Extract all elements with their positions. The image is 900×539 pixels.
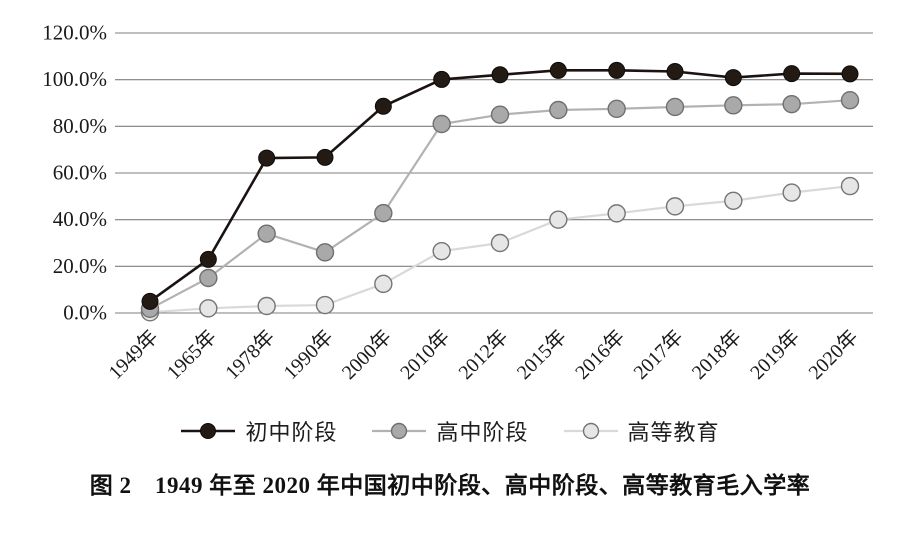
legend-dot-0	[200, 423, 217, 439]
legend-marker-0	[181, 423, 236, 439]
data-point-s1-6	[490, 105, 510, 124]
data-point-s1-2	[257, 224, 276, 243]
y-tick-label: 120.0%	[42, 20, 107, 44]
data-point-s2-7	[549, 210, 568, 229]
data-point-s2-12	[840, 176, 860, 196]
data-point-s1-5	[432, 114, 451, 134]
data-point-s0-7	[549, 61, 567, 79]
data-point-s0-9	[666, 63, 684, 80]
figure-caption: 图 2 1949 年至 2020 年中国初中阶段、高中阶段、高等教育毛入学率	[89, 473, 811, 498]
legend-marker-1	[372, 422, 427, 440]
x-tick-label: 2018年	[687, 325, 746, 384]
data-point-s0-11	[783, 65, 801, 83]
legend-dot-1	[391, 422, 408, 440]
chart-legend: 初中阶段 高中阶段 高等教育	[0, 414, 900, 448]
x-tick-label: 2020年	[804, 325, 863, 384]
x-tick-label: 1978年	[221, 325, 280, 384]
x-tick-label: 2019年	[746, 325, 805, 384]
x-tick-label: 2015年	[512, 325, 571, 384]
data-point-s1-7	[549, 100, 568, 120]
data-point-s0-4	[374, 97, 392, 115]
legend-label-0: 初中阶段	[245, 420, 338, 445]
x-tick-label: 2000年	[337, 325, 396, 384]
data-point-s2-10	[724, 191, 743, 210]
data-point-s1-10	[724, 96, 743, 115]
data-point-s0-0	[141, 292, 159, 310]
y-tick-label: 60.0%	[53, 160, 107, 184]
data-point-s1-3	[315, 243, 335, 262]
legend-label-1: 高中阶段	[436, 420, 529, 445]
legend-dot-2	[582, 422, 599, 440]
x-tick-label: 1990年	[279, 325, 338, 384]
data-point-s1-11	[782, 94, 801, 114]
y-tick-label: 40.0%	[53, 207, 107, 231]
y-tick-label: 20.0%	[53, 254, 107, 278]
x-tick-label: 2010年	[396, 325, 455, 384]
data-point-s2-3	[315, 295, 335, 315]
data-point-s0-2	[258, 149, 276, 167]
enrollment-line-chart: 0.0% 20.0% 40.0% 60.0% 80.0% 100.0% 120.0% 1949…	[42, 20, 873, 384]
data-point-s1-9	[665, 97, 685, 117]
y-tick-label: 0.0%	[63, 300, 107, 324]
data-point-s2-4	[374, 274, 393, 294]
data-point-s2-6	[490, 233, 510, 253]
data-point-s0-10	[724, 69, 742, 87]
data-point-s1-4	[374, 203, 393, 223]
data-point-s0-8	[608, 61, 626, 79]
x-tick-label: 2017年	[629, 325, 688, 384]
data-point-s2-8	[607, 204, 626, 223]
legend-item-2: 高等教育	[563, 415, 720, 447]
series-line-1	[149, 99, 851, 310]
data-point-s2-2	[257, 296, 276, 316]
x-tick-label: 1949年	[104, 325, 163, 384]
data-point-s1-12	[840, 90, 860, 110]
x-tick-label: 1965年	[162, 325, 221, 384]
x-tick-label: 2016年	[571, 325, 630, 384]
legend-marker-2	[563, 422, 618, 440]
legend-label-2: 高等教育	[627, 420, 720, 445]
data-point-s1-1	[199, 268, 218, 288]
data-point-s2-9	[665, 197, 685, 216]
y-tick-label: 80.0%	[53, 114, 107, 138]
data-point-s0-6	[491, 66, 509, 84]
data-point-s0-5	[433, 70, 451, 88]
x-tick-label: 2012年	[454, 325, 513, 384]
data-point-s0-1	[199, 250, 217, 268]
data-point-s2-1	[199, 299, 218, 318]
data-point-s0-3	[316, 148, 334, 166]
data-point-s2-5	[432, 241, 451, 261]
data-point-s2-11	[782, 183, 801, 202]
data-point-s0-12	[841, 65, 859, 83]
y-tick-label: 100.0%	[42, 67, 107, 91]
legend-item-0: 初中阶段	[180, 415, 337, 447]
data-point-s1-8	[607, 99, 626, 119]
legend-item-1: 高中阶段	[371, 415, 528, 447]
